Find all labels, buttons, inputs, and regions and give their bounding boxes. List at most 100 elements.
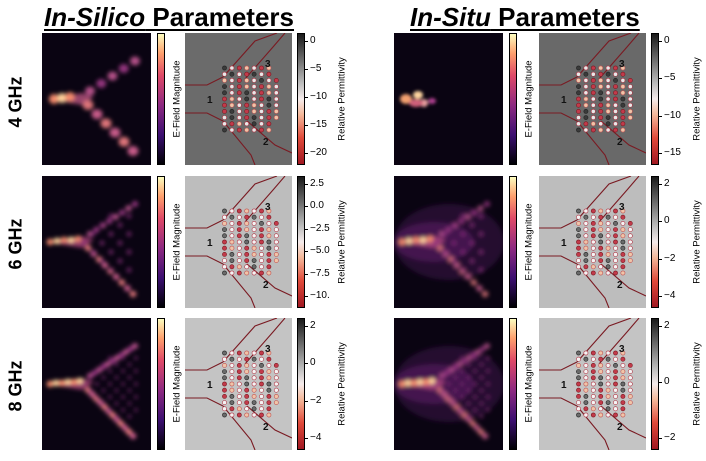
permittivity-colorbar-label-situ-8ghz: Relative Permittivity — [691, 342, 703, 426]
tick-label-situ-4ghz-1: −5 — [664, 72, 676, 84]
tick-mark-silico-4ghz-4 — [305, 153, 308, 154]
tick-label-silico-4ghz-1: −5 — [310, 63, 322, 74]
port-label-1: 1 — [561, 380, 567, 391]
efield-colorbar-silico-4ghz — [157, 33, 165, 165]
header-in-silico-rest: Parameters — [145, 2, 295, 32]
port-label-2: 2 — [263, 422, 269, 433]
tick-label-silico-4ghz-0: 0 — [310, 35, 316, 46]
permittivity-map-silico-6ghz: 1 2 3 — [185, 176, 292, 308]
efield-colorbar-label-situ-4ghz: E-Field Magnitude — [523, 60, 535, 138]
permittivity-colorbar-label-situ-4ghz: Relative Permittivity — [691, 57, 703, 141]
tick-mark-situ-6ghz-2 — [659, 258, 662, 260]
port-label-3: 3 — [619, 202, 625, 213]
port-label-3: 3 — [265, 59, 271, 70]
port-label-3: 3 — [619, 344, 625, 355]
efield-colorbar-silico-6ghz — [157, 176, 165, 308]
tick-mark-situ-4ghz-1 — [659, 78, 662, 80]
permittivity-colorbar-silico-8ghz — [297, 318, 305, 450]
tick-mark-silico-6ghz-4 — [305, 273, 308, 275]
tick-label-situ-6ghz-2: −2 — [664, 252, 676, 264]
tick-label-silico-6ghz-1: 0.0 — [310, 200, 324, 212]
efield-map-situ-8ghz — [394, 318, 503, 450]
tick-label-situ-4ghz-0: 0 — [664, 35, 670, 46]
efield-map-situ-6ghz — [394, 176, 503, 308]
permittivity-colorbar-label-silico-4ghz: Relative Permittivity — [336, 57, 348, 141]
tick-label-situ-8ghz-1: 0 — [664, 376, 670, 387]
port-label-1: 1 — [207, 238, 213, 249]
permittivity-colorbar-label-situ-6ghz: Relative Permittivity — [691, 200, 703, 284]
row-label-6ghz: 6 GHz — [5, 218, 26, 270]
port-label-1: 1 — [561, 238, 567, 249]
tick-label-silico-6ghz-5: −10. — [310, 290, 330, 301]
efield-colorbar-situ-4ghz — [509, 33, 517, 165]
tick-label-silico-4ghz-2: −10 — [310, 91, 327, 102]
port-label-1: 1 — [207, 380, 213, 391]
port-label-2: 2 — [617, 422, 623, 433]
tick-mark-situ-8ghz-0 — [659, 326, 662, 327]
efield-colorbar-label-situ-8ghz: E-Field Magnitude — [523, 345, 535, 423]
tick-label-situ-8ghz-0: 2 — [664, 320, 670, 331]
tick-mark-silico-4ghz-0 — [305, 41, 308, 42]
tick-mark-silico-6ghz-3 — [305, 251, 308, 253]
tick-label-silico-6ghz-3: −5.0 — [310, 245, 330, 257]
port-label-1: 1 — [561, 95, 567, 106]
efield-colorbar-situ-8ghz — [509, 318, 517, 450]
tick-label-silico-8ghz-2: −2 — [310, 394, 322, 406]
efield-map-silico-8ghz — [42, 318, 151, 450]
permittivity-colorbar-situ-8ghz — [651, 318, 659, 450]
tick-mark-silico-6ghz-1 — [305, 206, 308, 208]
efield-colorbar-silico-8ghz — [157, 318, 165, 450]
tick-mark-silico-6ghz-2 — [305, 228, 308, 230]
tick-label-situ-4ghz-3: −15 — [664, 147, 681, 158]
tick-label-silico-6ghz-2: −2.5 — [310, 222, 330, 234]
tick-mark-silico-8ghz-0 — [305, 326, 308, 327]
tick-mark-silico-4ghz-2 — [305, 97, 308, 98]
header-in-situ-italic: In-Situ — [410, 2, 491, 32]
efield-colorbar-label-silico-8ghz: E-Field Magnitude — [171, 345, 183, 423]
tick-mark-situ-8ghz-1 — [659, 382, 662, 383]
tick-label-situ-4ghz-2: −10 — [664, 109, 681, 121]
tick-label-situ-8ghz-2: −2 — [664, 432, 676, 443]
efield-colorbar-label-silico-6ghz: E-Field Magnitude — [171, 203, 183, 281]
header-in-silico: In-Silico Parameters — [44, 2, 294, 33]
permittivity-colorbar-label-silico-6ghz: Relative Permittivity — [336, 200, 348, 284]
tick-mark-silico-8ghz-1 — [305, 363, 308, 365]
tick-mark-situ-6ghz-0 — [659, 184, 662, 185]
header-in-situ: In-Situ Parameters — [410, 2, 640, 33]
row-label-8ghz: 8 GHz — [5, 360, 26, 412]
tick-mark-situ-6ghz-1 — [659, 221, 662, 223]
tick-mark-situ-4ghz-2 — [659, 115, 662, 117]
tick-label-silico-4ghz-4: −20 — [310, 147, 327, 158]
permittivity-colorbar-label-silico-8ghz: Relative Permittivity — [336, 342, 348, 426]
permittivity-map-situ-6ghz: 1 2 3 — [539, 176, 646, 308]
tick-label-silico-6ghz-4: −7.5 — [310, 267, 330, 279]
tick-label-silico-8ghz-1: 0 — [310, 357, 316, 369]
permittivity-map-situ-8ghz: 1 2 3 — [539, 318, 646, 450]
port-label-1: 1 — [207, 95, 213, 106]
efield-colorbar-situ-6ghz — [509, 176, 517, 308]
tick-mark-silico-8ghz-3 — [305, 438, 308, 439]
efield-map-silico-4ghz — [42, 33, 151, 165]
efield-colorbar-label-silico-4ghz: E-Field Magnitude — [171, 60, 183, 138]
row-label-4ghz: 4 GHz — [5, 76, 26, 128]
tick-label-silico-6ghz-0: 2.5 — [310, 178, 324, 189]
port-label-2: 2 — [263, 137, 269, 148]
efield-map-situ-4ghz — [394, 33, 503, 165]
tick-mark-silico-8ghz-2 — [305, 400, 308, 402]
tick-mark-silico-4ghz-3 — [305, 125, 308, 126]
tick-mark-silico-6ghz-5 — [305, 296, 308, 297]
tick-label-silico-8ghz-3: −4 — [310, 432, 322, 443]
permittivity-map-silico-8ghz: 1 2 3 — [185, 318, 292, 450]
header-in-silico-italic: In-Silico — [44, 2, 146, 32]
permittivity-map-silico-4ghz: 1 2 3 — [185, 33, 292, 165]
efield-map-silico-6ghz — [42, 176, 151, 308]
port-label-2: 2 — [617, 280, 623, 291]
permittivity-map-situ-4ghz: 1 2 3 — [539, 33, 646, 165]
tick-label-silico-8ghz-0: 2 — [310, 320, 316, 331]
header-in-situ-rest: Parameters — [490, 2, 640, 32]
efield-colorbar-label-situ-6ghz: E-Field Magnitude — [523, 203, 535, 281]
tick-mark-situ-6ghz-3 — [659, 296, 662, 297]
port-label-2: 2 — [263, 280, 269, 291]
port-label-3: 3 — [265, 344, 271, 355]
tick-label-silico-4ghz-3: −15 — [310, 119, 327, 130]
